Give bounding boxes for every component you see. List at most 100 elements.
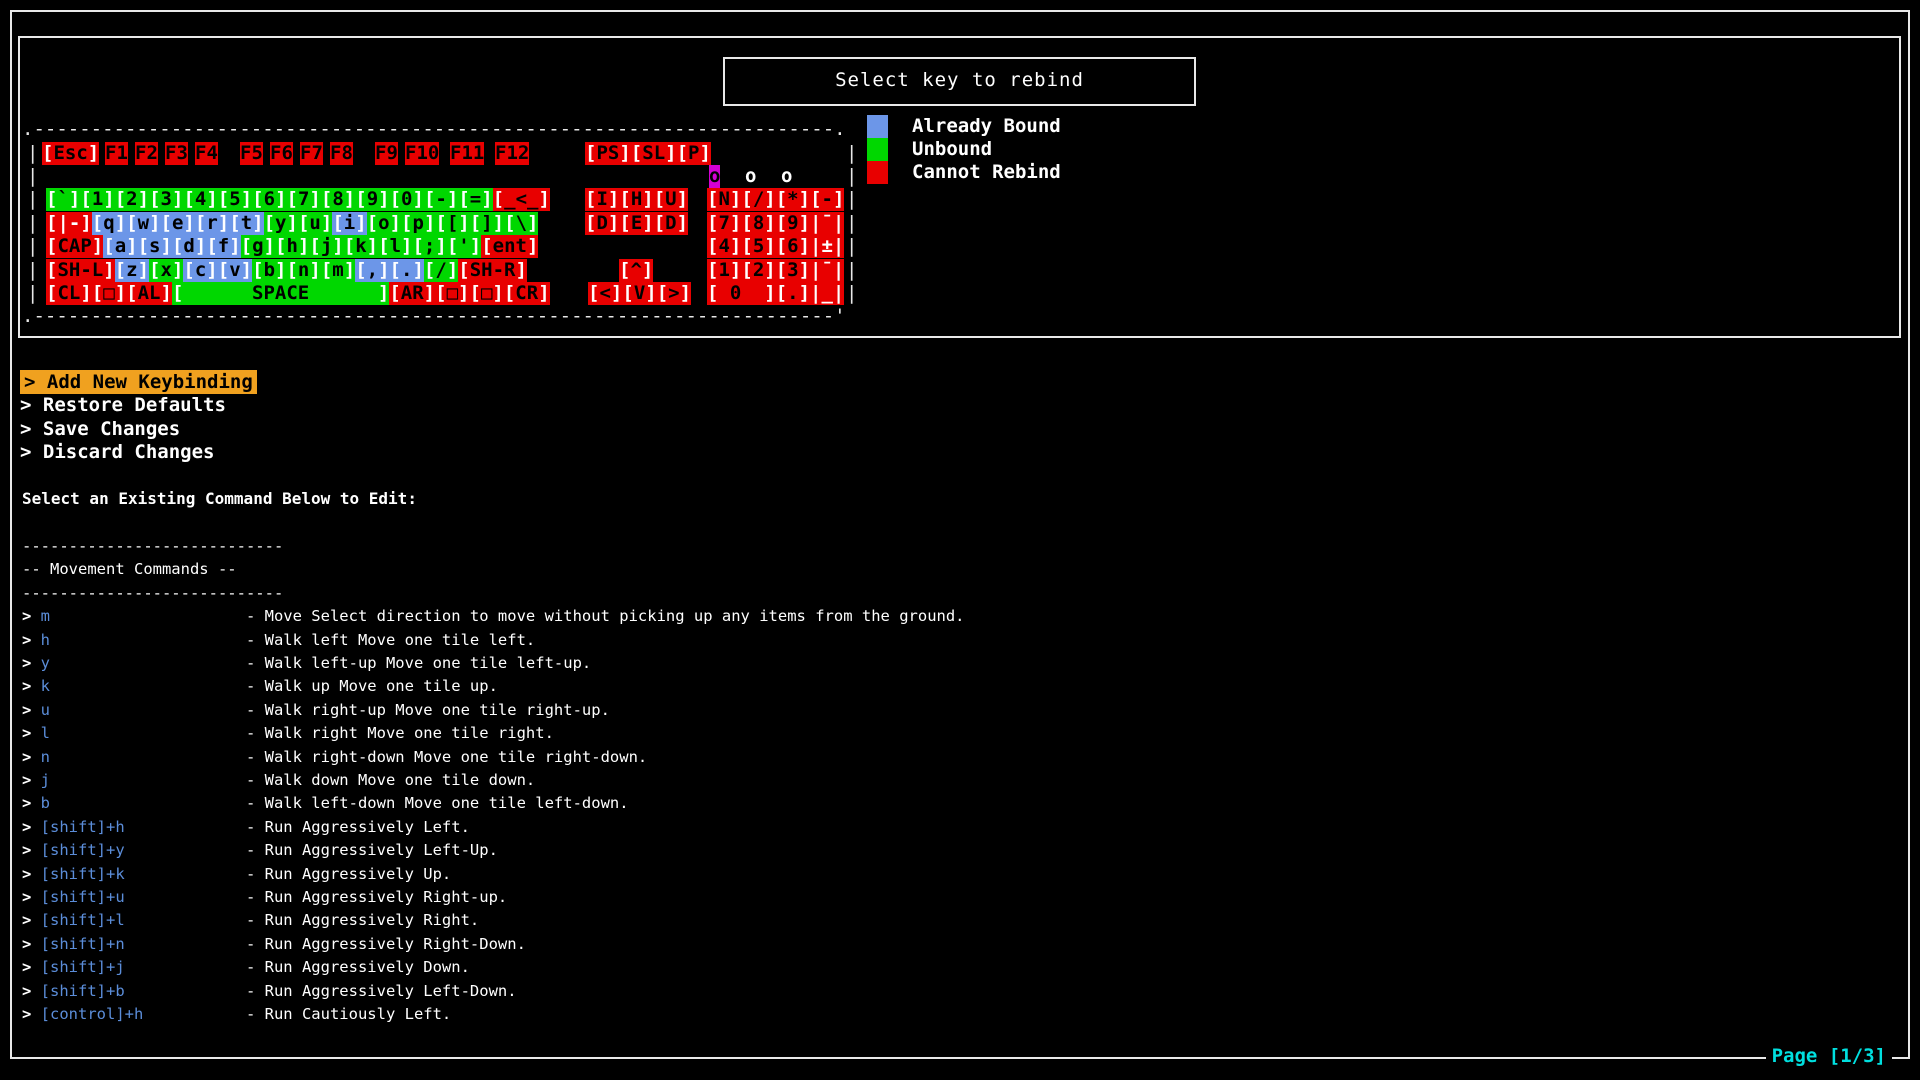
command-keybind[interactable]: h: [40, 630, 51, 649]
command-keybind[interactable]: j: [40, 771, 51, 789]
key-f2[interactable]: F2: [135, 141, 158, 165]
key-cap[interactable]: [CAP]: [46, 235, 104, 259]
key-al[interactable]: [AL]: [126, 282, 172, 305]
key-y[interactable]: [y]: [263, 211, 298, 235]
key-f9[interactable]: F9: [375, 141, 398, 165]
command-row--shift-+b[interactable]: > [shift]+b - Run Aggressively Left-Down.: [22, 980, 517, 1003]
key-o[interactable]: o: [709, 165, 721, 188]
key-5[interactable]: [5]: [741, 235, 776, 259]
key-o[interactable]: [o]: [366, 211, 402, 235]
key-sh-r[interactable]: [SH-R]: [458, 258, 527, 282]
key-9[interactable]: [9]: [355, 188, 390, 212]
key-v[interactable]: [V]: [622, 282, 657, 305]
command-keybind[interactable]: m: [40, 607, 51, 626]
command-keybind[interactable]: [shift]+n: [40, 934, 125, 953]
key-m[interactable]: [m]: [320, 258, 356, 282]
command-row-h[interactable]: > h - Walk left Move one tile left.: [22, 629, 535, 652]
key--[interactable]: [-]: [423, 188, 459, 212]
key-4[interactable]: [4]: [183, 188, 218, 212]
key--[interactable]: |±|: [810, 235, 845, 259]
key-f10[interactable]: F10: [405, 141, 440, 165]
key-p[interactable]: [p]: [401, 211, 436, 235]
key--[interactable]: []]: [469, 211, 505, 235]
key--[interactable]: |¯|: [810, 258, 845, 282]
key-8[interactable]: [8]: [741, 211, 776, 235]
key-f7[interactable]: F7: [300, 141, 323, 165]
key-u[interactable]: [u]: [297, 211, 333, 235]
key-p[interactable]: [P]: [676, 141, 711, 165]
key-j[interactable]: [j]: [309, 235, 344, 259]
key--[interactable]: [□]: [435, 282, 470, 305]
key-ent[interactable]: [ent]: [481, 235, 539, 259]
command-keybind[interactable]: [shift]+b: [40, 981, 125, 1000]
command-keybind[interactable]: u: [40, 700, 51, 719]
command-row--shift-+k[interactable]: > [shift]+k - Run Aggressively Up.: [22, 863, 451, 886]
key-0[interactable]: [ 0 ]: [707, 282, 776, 305]
key-.[interactable]: [.]: [775, 282, 811, 305]
key-d[interactable]: [D]: [653, 211, 689, 235]
key-h[interactable]: [H]: [619, 188, 654, 212]
key-f11[interactable]: F11: [450, 141, 485, 165]
key-sl[interactable]: [SL]: [630, 141, 677, 165]
key-u[interactable]: [U]: [653, 188, 689, 212]
key-<[interactable]: [<]: [588, 282, 623, 305]
command-keybind[interactable]: k: [40, 677, 51, 696]
page-indicator[interactable]: Page [1/3]: [1765, 1044, 1892, 1068]
key-/[interactable]: [/]: [423, 258, 459, 282]
command-row-l[interactable]: > l - Walk right Move one tile right.: [22, 722, 554, 745]
key-w[interactable]: [w]: [126, 211, 161, 235]
key-s[interactable]: [s]: [137, 235, 172, 259]
command-row-k[interactable]: > k - Walk up Move one tile up.: [22, 675, 498, 698]
menu-item-discard-changes[interactable]: > Discard Changes: [20, 441, 215, 464]
key-=[interactable]: [=]: [458, 188, 493, 212]
key-9[interactable]: [9]: [775, 211, 811, 235]
command-row-m[interactable]: > m - Move Select direction to move witho…: [22, 605, 965, 628]
key-a[interactable]: [a]: [103, 235, 138, 259]
key-d[interactable]: [D]: [585, 211, 620, 235]
key-r[interactable]: [r]: [194, 211, 230, 235]
key-;[interactable]: [;]: [412, 235, 447, 259]
key-ar[interactable]: [AR]: [389, 282, 436, 305]
menu-item-restore-defaults[interactable]: > Restore Defaults: [20, 394, 226, 417]
key--[interactable]: [-]: [810, 188, 845, 212]
command-row--shift-+n[interactable]: > [shift]+n - Run Aggressively Right-Down…: [22, 933, 526, 956]
key-/[interactable]: [/]: [741, 188, 776, 212]
key-f12[interactable]: F12: [495, 141, 530, 165]
key-z[interactable]: [z]: [114, 258, 150, 282]
key-2[interactable]: [2]: [741, 258, 776, 282]
key-1[interactable]: [1]: [707, 258, 742, 282]
key-8[interactable]: [8]: [320, 188, 356, 212]
menu-item-add-new-keybinding[interactable]: > Add New Keybinding: [20, 370, 257, 394]
key-n[interactable]: [n]: [286, 258, 321, 282]
key-6[interactable]: [6]: [252, 188, 287, 212]
command-row--shift-+l[interactable]: > [shift]+l - Run Aggressively Right.: [22, 909, 479, 932]
key-x[interactable]: [x]: [149, 258, 184, 282]
key-2[interactable]: [2]: [114, 188, 150, 212]
command-keybind[interactable]: y: [40, 654, 51, 672]
key-sh-l[interactable]: [SH-L]: [46, 258, 115, 282]
command-keybind[interactable]: [control]+h: [40, 1005, 144, 1023]
key-f5[interactable]: F5: [240, 141, 263, 165]
key-esc[interactable]: [Esc]: [42, 141, 100, 165]
key-q[interactable]: [q]: [91, 211, 127, 235]
key-1[interactable]: [1]: [80, 188, 115, 212]
key-f1[interactable]: F1: [105, 141, 128, 165]
key->[interactable]: [>]: [656, 282, 692, 305]
key-_<_[interactable]: [_<_]: [492, 188, 550, 212]
key-6[interactable]: [6]: [775, 235, 811, 259]
command-keybind[interactable]: [shift]+h: [40, 817, 125, 836]
command-keybind[interactable]: [shift]+y: [40, 841, 125, 860]
key-3[interactable]: [3]: [775, 258, 811, 282]
key-7[interactable]: [7]: [286, 188, 321, 212]
command-row-j[interactable]: > j - Walk down Move one tile down.: [22, 769, 535, 792]
key-g[interactable]: [g]: [240, 235, 276, 259]
key-i[interactable]: [i]: [332, 211, 367, 235]
command-row-y[interactable]: > y - Walk left-up Move one tile left-up.: [22, 652, 591, 675]
key-d[interactable]: [d]: [171, 235, 207, 259]
key-n[interactable]: [N]: [707, 188, 742, 212]
command-keybind[interactable]: l: [40, 724, 51, 743]
command-row--control-+h[interactable]: > [control]+h - Run Cautiously Left.: [22, 1003, 451, 1026]
key--[interactable]: [[]: [435, 211, 470, 235]
key-*[interactable]: [*]: [775, 188, 811, 212]
key-.[interactable]: [.]: [389, 258, 424, 282]
